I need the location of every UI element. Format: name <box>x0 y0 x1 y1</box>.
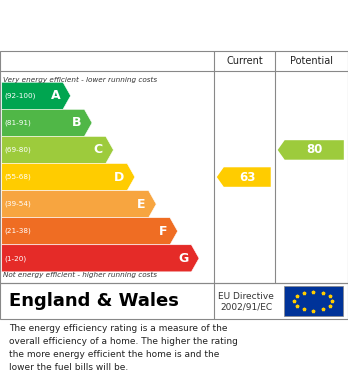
Polygon shape <box>2 190 156 218</box>
Text: The energy efficiency rating is a measure of the
overall efficiency of a home. T: The energy efficiency rating is a measur… <box>9 325 238 372</box>
Text: Not energy efficient - higher running costs: Not energy efficient - higher running co… <box>3 271 158 278</box>
Polygon shape <box>2 82 71 109</box>
Bar <box>284 286 343 316</box>
Text: Current: Current <box>226 56 263 66</box>
Text: C: C <box>94 143 103 156</box>
Text: B: B <box>72 117 81 129</box>
Polygon shape <box>2 218 177 245</box>
Polygon shape <box>278 140 344 160</box>
Text: England & Wales: England & Wales <box>9 292 179 310</box>
Polygon shape <box>2 163 135 190</box>
Text: G: G <box>178 252 189 265</box>
Text: (92-100): (92-100) <box>4 93 35 99</box>
Text: F: F <box>159 225 167 238</box>
Text: 63: 63 <box>239 170 255 183</box>
Text: Potential: Potential <box>290 56 333 66</box>
Text: Very energy efficient - lower running costs: Very energy efficient - lower running co… <box>3 76 158 83</box>
Polygon shape <box>2 109 92 136</box>
Text: 2002/91/EC: 2002/91/EC <box>220 303 272 312</box>
Text: EU Directive: EU Directive <box>218 292 274 301</box>
Polygon shape <box>2 136 113 163</box>
Polygon shape <box>217 167 271 187</box>
Text: (39-54): (39-54) <box>4 201 31 207</box>
Text: (21-38): (21-38) <box>4 228 31 235</box>
Text: (69-80): (69-80) <box>4 147 31 153</box>
Text: E: E <box>137 197 146 211</box>
Text: A: A <box>50 89 60 102</box>
Text: (1-20): (1-20) <box>4 255 26 262</box>
Text: D: D <box>114 170 124 183</box>
Text: Energy Efficiency Rating: Energy Efficiency Rating <box>10 28 220 43</box>
Text: (81-91): (81-91) <box>4 120 31 126</box>
Polygon shape <box>2 245 199 272</box>
Text: (55-68): (55-68) <box>4 174 31 180</box>
Text: 80: 80 <box>306 143 323 156</box>
